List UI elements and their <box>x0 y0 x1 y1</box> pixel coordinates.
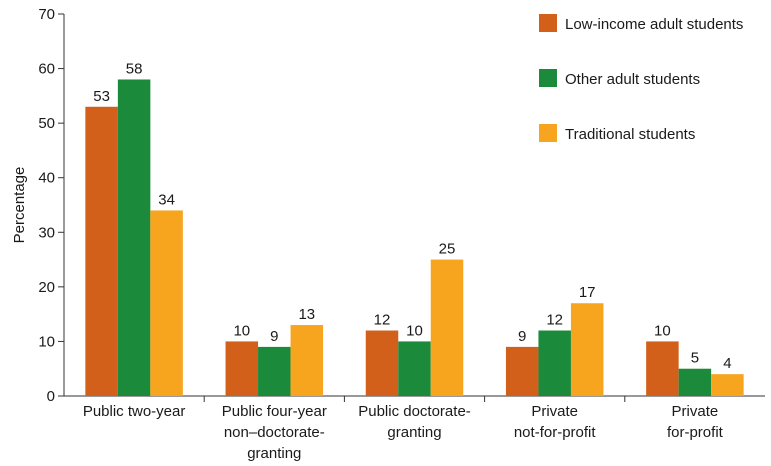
legend: Low-income adult students Other adult stu… <box>539 14 743 143</box>
data-label: 12 <box>546 312 563 329</box>
category-label-line: Private <box>672 403 719 420</box>
bar <box>398 341 431 396</box>
category-label-line: granting <box>247 445 301 462</box>
category-label: Private not-for-profit <box>514 403 597 441</box>
bar <box>538 330 571 396</box>
bar <box>646 341 679 396</box>
category-label-line: not-for-profit <box>514 424 597 441</box>
data-label: 58 <box>126 60 143 77</box>
category-label-line: Public doctorate- <box>358 403 471 420</box>
bar <box>365 330 399 396</box>
legend-label: Traditional students <box>565 126 695 143</box>
bar <box>290 325 324 396</box>
category-label-line: for-profit <box>667 424 724 441</box>
category-label-line: granting <box>387 424 441 441</box>
data-label: 9 <box>270 328 278 345</box>
legend-swatch <box>539 124 557 142</box>
data-label: 9 <box>518 328 526 345</box>
data-labels: 53 58 34 10 9 13 12 10 25 9 12 17 10 5 4 <box>93 60 731 372</box>
y-tick-label: 40 <box>38 170 55 187</box>
y-tick-label: 0 <box>47 388 55 405</box>
data-label: 17 <box>579 284 596 301</box>
data-label: 53 <box>93 88 110 105</box>
category-labels: Public two-year Public four-year non–docto… <box>83 403 724 462</box>
data-label: 10 <box>654 322 671 339</box>
data-label: 10 <box>233 322 250 339</box>
category-label: Public two-year <box>83 403 186 420</box>
category-label: Public four-year non–doctorate-granting <box>222 403 327 462</box>
category-label-line: Public four-year <box>222 403 327 420</box>
y-tick-label: 20 <box>38 279 55 296</box>
category-label-line: non–doctorate- <box>224 424 325 441</box>
bar <box>505 346 539 396</box>
y-axis: 0 10 20 30 40 50 60 70 <box>38 6 65 405</box>
legend-label: Other adult students <box>565 71 700 88</box>
legend-swatch <box>539 69 557 87</box>
bar <box>430 259 464 396</box>
y-axis-title: Percentage <box>11 167 28 244</box>
bar <box>258 346 291 396</box>
bars <box>85 79 744 397</box>
y-tick-label: 70 <box>38 6 55 23</box>
x-axis <box>64 395 765 402</box>
y-tick-label: 30 <box>38 224 55 241</box>
data-label: 10 <box>406 322 423 339</box>
category-label: Public doctorate-granting <box>358 403 471 441</box>
data-label: 13 <box>298 306 315 323</box>
category-label-line: Public two-year <box>83 403 186 420</box>
data-label: 5 <box>691 350 699 367</box>
bar <box>570 303 604 396</box>
y-tick-label: 60 <box>38 61 55 78</box>
data-label: 4 <box>723 355 731 372</box>
data-label: 12 <box>374 312 391 329</box>
bar <box>85 106 118 397</box>
bar <box>678 368 712 396</box>
data-label: 34 <box>158 191 175 208</box>
legend-swatch <box>539 14 557 32</box>
data-label: 25 <box>439 241 456 258</box>
bar <box>117 79 151 396</box>
category-label-line: Private <box>531 403 578 420</box>
category-label: Private for-profit <box>667 403 724 441</box>
bar <box>711 374 744 396</box>
y-tick-label: 50 <box>38 115 55 132</box>
bar <box>225 341 259 396</box>
bar <box>150 210 183 396</box>
legend-label: Low-income adult students <box>565 16 743 33</box>
y-tick-label: 10 <box>38 333 55 350</box>
